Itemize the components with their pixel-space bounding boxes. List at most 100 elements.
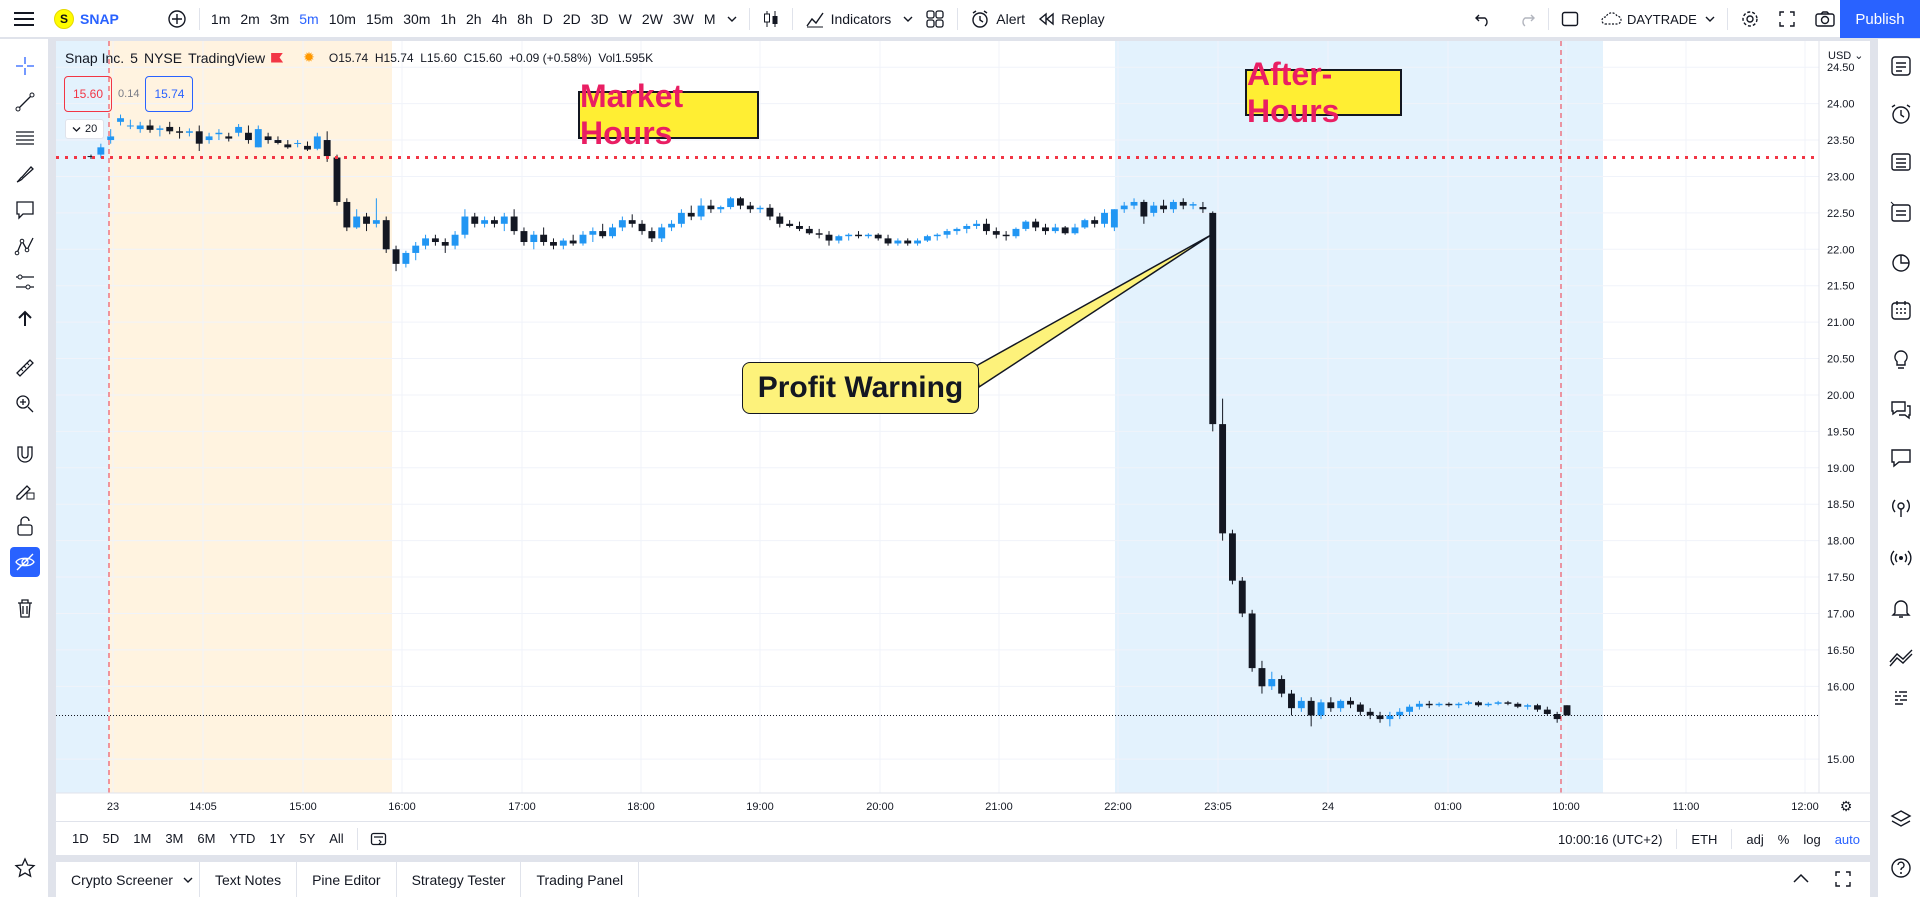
undo-button[interactable] [1468, 0, 1498, 38]
layouts-button[interactable] [919, 0, 951, 38]
brush-tool[interactable] [12, 161, 38, 187]
profit-warning-callout[interactable]: Profit Warning [742, 362, 979, 414]
log-toggle[interactable]: log [1803, 831, 1821, 847]
tab-crypto-screener[interactable]: Crypto Screener [56, 862, 200, 897]
redo-button[interactable] [1512, 0, 1542, 38]
interval-3d[interactable]: 3D [590, 10, 609, 27]
after-hours-label[interactable]: After-Hours [1245, 56, 1402, 129]
settings-button[interactable] [1734, 0, 1766, 38]
interval-8h[interactable]: 8h [517, 10, 533, 27]
replay-button[interactable]: Replay [1031, 0, 1111, 38]
price-chart[interactable]: 23.2615.6004:43 USD ⌄24.5024.0023.5023.0… [56, 41, 1870, 821]
maximize-panel-button[interactable] [1834, 870, 1852, 891]
auto-toggle[interactable]: auto [1834, 831, 1860, 847]
interval-2d[interactable]: 2D [562, 10, 581, 27]
measure-tool[interactable] [12, 355, 38, 381]
volume-toggle[interactable]: 20 [65, 119, 105, 139]
interval-3m[interactable]: 3m [269, 10, 290, 27]
range-5d[interactable]: 5D [102, 831, 120, 846]
calendar-button[interactable] [1886, 295, 1916, 325]
price-axis[interactable]: USD ⌄24.50 24.00 23.50 23.00 22.50 22.00 21.50… [1818, 41, 1870, 821]
arrow-tool[interactable] [12, 305, 38, 331]
interval-2h[interactable]: 2h [466, 10, 482, 27]
data-window-button[interactable] [1886, 197, 1916, 227]
snapshot-button[interactable] [1808, 0, 1842, 38]
dom-button[interactable] [1886, 683, 1916, 713]
collapse-panel-button[interactable] [1792, 871, 1810, 888]
alerts-button[interactable] [1886, 99, 1916, 129]
alert-button[interactable]: Alert [964, 0, 1031, 38]
tab-text-notes[interactable]: Text Notes [200, 862, 298, 897]
menu-button[interactable] [0, 0, 48, 38]
private-chats-button[interactable] [1886, 443, 1916, 473]
range-1d[interactable]: 1D [72, 831, 89, 846]
currency-label[interactable]: USD ⌄ [1828, 50, 1864, 62]
chart-pane[interactable]: 23.2615.6004:43 USD ⌄24.5024.0023.5023.0… [56, 41, 1870, 855]
interval-30m[interactable]: 30m [403, 10, 431, 27]
help-button[interactable] [1886, 853, 1916, 883]
interval-w[interactable]: W [618, 10, 632, 27]
interval-1h[interactable]: 1h [440, 10, 456, 27]
compare-button[interactable] [161, 0, 193, 38]
pattern-tool[interactable] [12, 233, 38, 259]
news-button[interactable] [1886, 147, 1916, 177]
trendline-tool[interactable] [12, 89, 38, 115]
interval-4h[interactable]: 4h [491, 10, 508, 27]
magnet-tool[interactable] [12, 441, 38, 467]
range-all[interactable]: All [329, 831, 344, 846]
chats-button[interactable] [1886, 395, 1916, 425]
tab-pine-editor[interactable]: Pine Editor [297, 862, 397, 897]
interval-2w[interactable]: 2W [641, 10, 663, 27]
indicators-button[interactable]: Indicators [799, 0, 898, 38]
hotlist-button[interactable] [1886, 247, 1916, 277]
adj-toggle[interactable]: adj [1746, 831, 1764, 847]
symbol-search[interactable]: S SNAP [48, 0, 125, 38]
zoom-tool[interactable] [12, 391, 38, 417]
interval-3w[interactable]: 3W [672, 10, 694, 27]
prediction-tool[interactable] [12, 269, 38, 295]
interval-m[interactable]: M [703, 10, 716, 27]
fib-tool[interactable] [12, 125, 38, 151]
market-hours-label[interactable]: Market Hours [578, 78, 759, 151]
expand-button[interactable] [1772, 0, 1802, 38]
interval-more[interactable] [721, 0, 743, 38]
ideas-button[interactable] [1886, 345, 1916, 375]
chart-type-button[interactable] [756, 0, 786, 38]
range-1m[interactable]: 1M [133, 831, 152, 846]
range-6m[interactable]: 6M [197, 831, 216, 846]
interval-2m[interactable]: 2m [240, 10, 260, 27]
hide-drawings-tool[interactable] [10, 547, 40, 577]
gear-icon[interactable]: ⚙ [1840, 799, 1853, 815]
range-5y[interactable]: 5Y [299, 831, 316, 846]
interval-10m[interactable]: 10m [328, 10, 356, 27]
text-tool[interactable] [12, 197, 38, 223]
publish-button[interactable]: Publish [1840, 0, 1920, 38]
range-ytd[interactable]: YTD [229, 831, 256, 846]
streams-button[interactable] [1886, 493, 1916, 523]
clock-display[interactable]: 10:00:16 (UTC+2) [1557, 831, 1663, 847]
tab-trading-panel[interactable]: Trading Panel [521, 862, 640, 897]
percent-toggle[interactable]: % [1777, 831, 1790, 847]
tab-strategy-tester[interactable]: Strategy Tester [397, 862, 522, 897]
watchlist-button[interactable] [1886, 51, 1916, 81]
notifications-button[interactable] [1886, 593, 1916, 623]
pine-button[interactable] [1886, 643, 1916, 673]
stay-drawing-tool[interactable] [12, 477, 38, 503]
remove-drawings-tool[interactable] [12, 595, 38, 621]
range-3m[interactable]: 3M [165, 831, 184, 846]
interval-5m[interactable]: 5m [299, 10, 319, 27]
crosshair-tool[interactable] [12, 53, 38, 79]
time-axis[interactable]: 23 14:05 15:00 16:00 17:00 18:00 19:00 20:00 21:… [56, 792, 1870, 821]
interval-1m[interactable]: 1m [210, 10, 231, 27]
lock-drawings-tool[interactable] [12, 513, 38, 539]
favorites-tool[interactable] [12, 855, 38, 881]
sell-button[interactable]: 15.60 [64, 76, 113, 112]
live-button[interactable] [1886, 543, 1916, 573]
interval-d[interactable]: D [542, 10, 553, 27]
range-1y[interactable]: 1Y [269, 831, 286, 846]
layout-name-button[interactable]: DAYTRADE [1593, 0, 1721, 38]
fullscreen-toggle[interactable] [1555, 0, 1585, 38]
goto-date-button[interactable] [364, 820, 394, 858]
object-tree-button[interactable] [1886, 805, 1916, 835]
buy-button[interactable]: 15.74 [145, 76, 194, 112]
